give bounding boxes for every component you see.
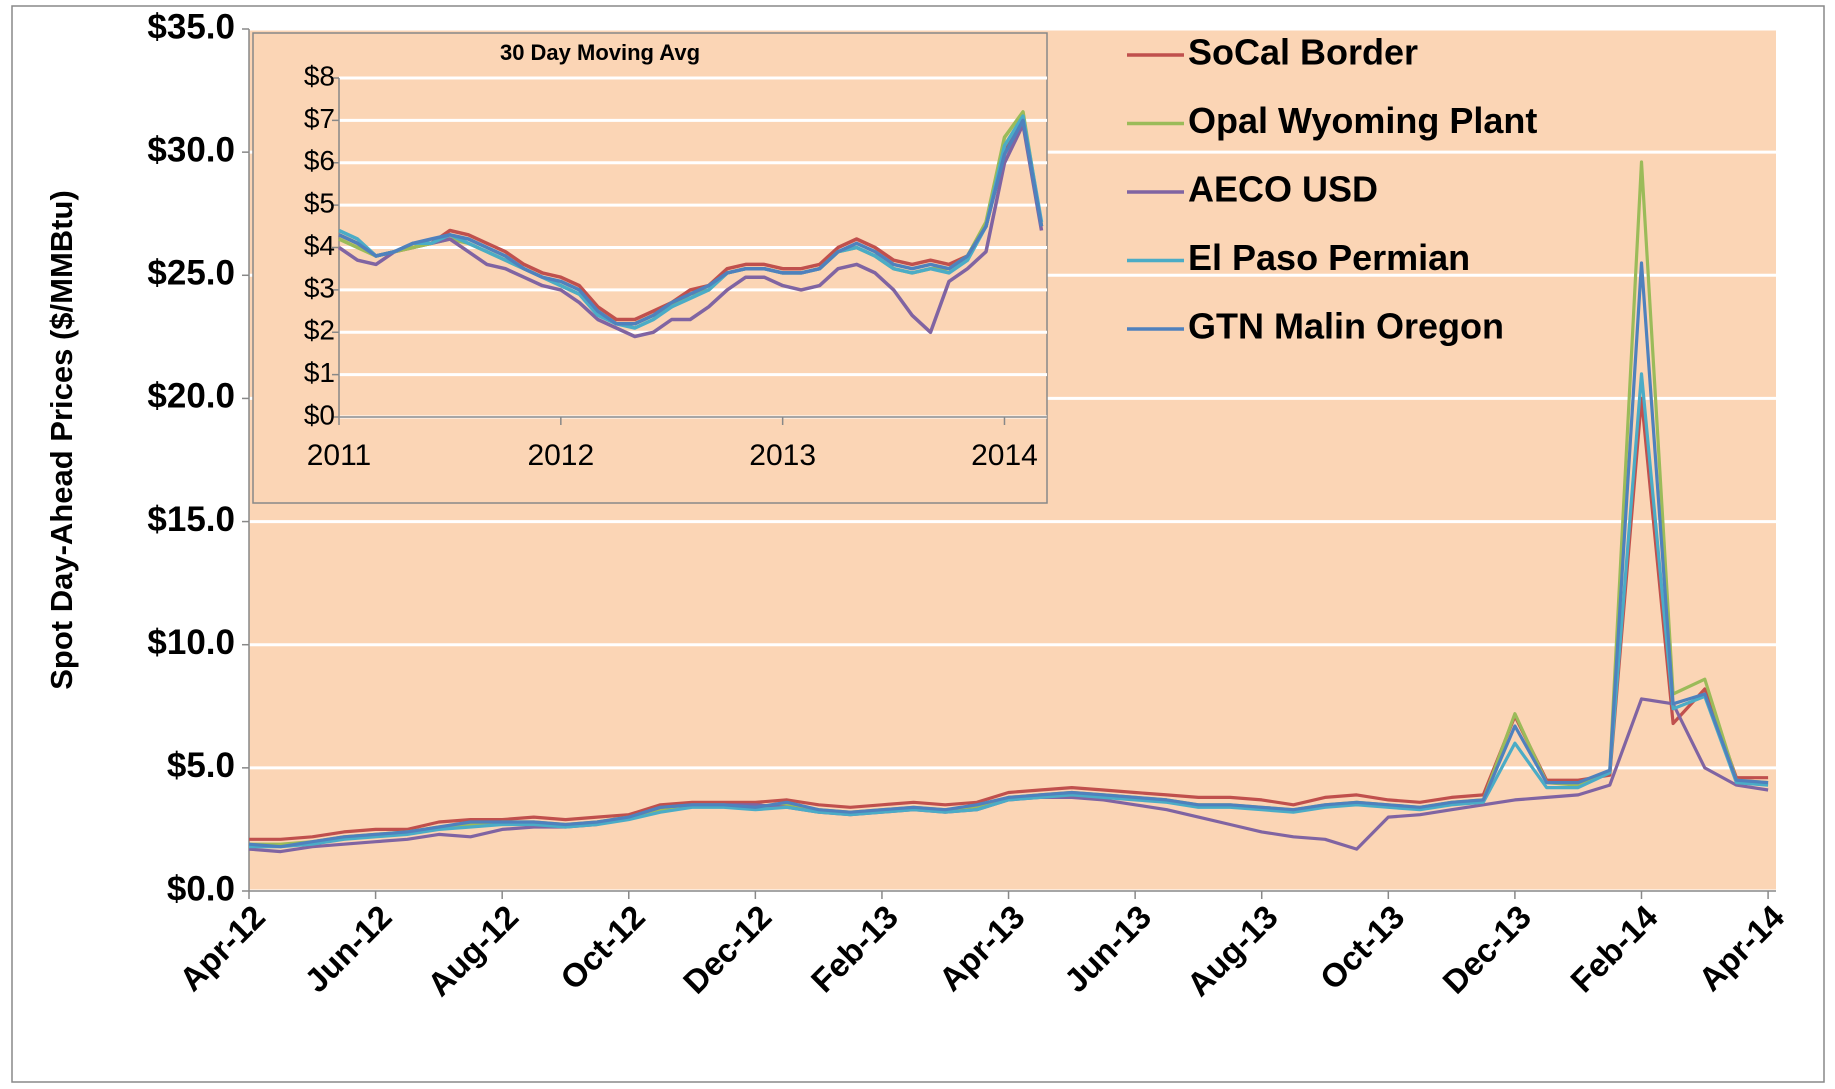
x-tick-label: 2013 [749, 439, 816, 472]
y-tick-label: $2 [304, 315, 335, 346]
series-line [248, 261, 1769, 849]
series-line [338, 122, 1044, 339]
y-tick-label: $10.0 [147, 623, 235, 662]
x-tick-label: 2011 [307, 439, 372, 472]
inset-title: 30 Day Moving Avg [500, 40, 700, 65]
legend-label: Opal Wyoming Plant [1188, 100, 1537, 141]
series-line [338, 114, 1044, 322]
series-line [249, 372, 1769, 849]
y-tick-label: $25.0 [147, 254, 235, 293]
y-tick-label: $15.0 [147, 500, 235, 539]
y-axis-title: Spot Day-Ahead Prices ($/MMBtu) [44, 190, 79, 690]
legend-label: AECO USD [1188, 169, 1378, 210]
x-tick-label: 2012 [527, 439, 594, 472]
y-tick-label: $0.0 [167, 869, 235, 908]
y-tick-label: $3 [304, 272, 335, 303]
y-tick-label: $7 [304, 103, 335, 134]
y-tick-label: $5 [304, 188, 335, 219]
y-tick-label: $1 [304, 357, 335, 388]
x-tick-label: 2014 [971, 439, 1038, 472]
y-tick-label: $5.0 [167, 746, 235, 785]
y-tick-label: $8 [304, 60, 335, 91]
y-tick-label: $30.0 [147, 130, 235, 169]
y-tick-label: $20.0 [147, 377, 235, 416]
y-tick-label: $4 [304, 230, 335, 261]
legend-label: El Paso Permian [1188, 237, 1470, 278]
y-tick-label: $35.0 [147, 7, 235, 46]
series-line [338, 118, 1044, 326]
y-tick-label: $6 [304, 145, 335, 176]
legend-label: GTN Malin Oregon [1188, 306, 1504, 347]
y-tick-label: $0 [304, 399, 335, 430]
legend-label: SoCal Border [1188, 32, 1418, 73]
